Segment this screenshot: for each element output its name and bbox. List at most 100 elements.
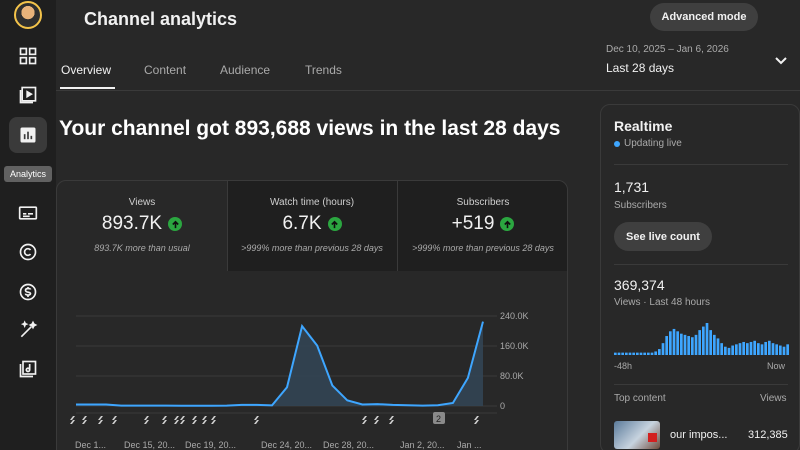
thumbnail-overlay (648, 433, 657, 442)
metric-watch-time[interactable]: Watch time (hours) 6.7K >999% more than … (227, 181, 397, 271)
realtime-bar (636, 352, 639, 355)
metric-note: >999% more than previous 28 days (241, 243, 383, 253)
x-tick-label: Jan ... (457, 440, 482, 450)
realtime-bar (713, 334, 716, 355)
date-range-picker[interactable]: Dec 10, 2025 – Jan 6, 2026 Last 28 days (606, 44, 729, 75)
subtitles-icon[interactable] (16, 201, 40, 225)
realtime-divider (614, 384, 788, 385)
y-tick-label: 160.0K (500, 341, 529, 351)
realtime-divider (614, 164, 788, 165)
metric-subscribers[interactable]: Subscribers +519 >999% more than previou… (398, 181, 567, 271)
analytics-icon[interactable] (16, 123, 40, 147)
y-tick-label: 80.0K (500, 371, 524, 381)
shorts-marker-icon (254, 416, 259, 424)
metric-value: +519 (398, 213, 567, 235)
arrow-up-icon (327, 217, 342, 231)
shorts-marker-icon (211, 416, 216, 424)
chevron-down-icon[interactable] (774, 54, 788, 68)
realtime-bar (669, 331, 672, 355)
tab-bar: Overview Content Audience Trends (56, 56, 596, 90)
tab-overview[interactable]: Overview (61, 63, 112, 77)
realtime-subscribers-count: 1,731 (614, 179, 650, 195)
see-live-count-button[interactable]: See live count (614, 222, 712, 251)
views-chart[interactable]: 240.0K 160.0K 80.0K 0 2 Dec 1... Dec 15, 20...… (57, 181, 568, 450)
audio-library-icon[interactable] (16, 357, 40, 381)
realtime-card: Realtime Updating live 1,731 Subscribers… (600, 104, 800, 450)
realtime-bar (621, 352, 624, 355)
metric-label: Watch time (hours) (269, 197, 355, 208)
advanced-mode-button[interactable]: Advanced mode (650, 3, 758, 31)
realtime-bar (716, 338, 720, 355)
x-tick-label: Dec 24, 20... (261, 440, 312, 450)
realtime-bar (614, 352, 617, 355)
realtime-bar (731, 345, 734, 355)
realtime-bar (650, 352, 654, 355)
top-content-views-label: Views (760, 393, 787, 404)
earn-icon[interactable] (16, 280, 40, 304)
realtime-bar (757, 343, 760, 355)
customization-icon[interactable] (16, 318, 40, 342)
page-title: Channel analytics (84, 9, 238, 29)
metric-number: 6.7K (282, 213, 322, 234)
tab-audience[interactable]: Audience (220, 63, 271, 77)
shorts-marker-icon (192, 416, 197, 424)
realtime-bar (720, 343, 723, 355)
realtime-bar (661, 343, 665, 355)
video-views: 312,385 (748, 429, 788, 441)
tab-trends[interactable]: Trends (305, 63, 342, 77)
realtime-bar (694, 334, 698, 355)
date-range-text: Dec 10, 2025 – Jan 6, 2026 (606, 44, 729, 55)
arrow-up-icon (168, 217, 183, 231)
video-thumbnail[interactable] (614, 421, 660, 449)
realtime-status: Updating live (614, 138, 682, 149)
video-title[interactable]: our impos... (670, 429, 728, 441)
metric-value: 6.7K (227, 213, 397, 235)
channel-avatar[interactable] (14, 1, 42, 29)
realtime-bar (735, 344, 738, 355)
date-range-label: Last 28 days (606, 61, 675, 75)
top-content-item[interactable]: our impos... 312,385 (614, 421, 794, 450)
metric-tabs: Views 893.7K 893.7K more than usual Watc… (57, 181, 567, 271)
x-tick-label: Dec 19, 20... (185, 440, 236, 450)
header-divider (56, 90, 800, 91)
shorts-marker-icon (180, 416, 185, 424)
y-tick-label: 240.0K (500, 311, 529, 321)
metric-note: >999% more than previous 28 days (412, 243, 554, 253)
realtime-status-text: Updating live (624, 138, 682, 149)
metric-label: Views (128, 197, 156, 208)
dashboard-icon[interactable] (16, 44, 40, 68)
copyright-icon[interactable] (16, 240, 40, 264)
metric-views[interactable]: Views 893.7K 893.7K more than usual (57, 181, 227, 271)
realtime-bar (727, 347, 731, 355)
tab-content[interactable]: Content (144, 63, 187, 77)
chart-area (76, 321, 483, 406)
realtime-bar-chart[interactable] (614, 319, 790, 355)
video-marker-icon (433, 412, 445, 424)
live-dot-icon (614, 140, 620, 147)
realtime-bar (643, 352, 646, 355)
realtime-bar (724, 346, 727, 355)
realtime-bar (786, 344, 789, 355)
realtime-bar (705, 323, 709, 355)
x-tick-label: Dec 1... (75, 440, 106, 450)
realtime-bar (665, 336, 668, 355)
realtime-bar (779, 345, 782, 355)
realtime-bar (782, 346, 786, 355)
realtime-bar (628, 352, 632, 355)
realtime-bar (647, 352, 650, 355)
realtime-bar (687, 336, 690, 355)
shorts-marker-icon (98, 416, 103, 424)
y-tick-label: 0 (500, 401, 505, 411)
x-tick-label: Dec 28, 20... (323, 440, 374, 450)
shorts-marker-icon (362, 416, 367, 424)
realtime-bar (702, 326, 705, 355)
realtime-bar (753, 340, 756, 355)
x-tick-label: Dec 15, 20... (124, 440, 175, 450)
realtime-axis-start: -48h (614, 361, 633, 371)
realtime-bar (625, 352, 628, 355)
metric-value: 893.7K (57, 213, 227, 235)
shorts-marker-icon (82, 416, 87, 424)
realtime-bar (738, 343, 742, 355)
content-icon[interactable] (16, 83, 40, 107)
shorts-marker-icon (474, 416, 479, 424)
